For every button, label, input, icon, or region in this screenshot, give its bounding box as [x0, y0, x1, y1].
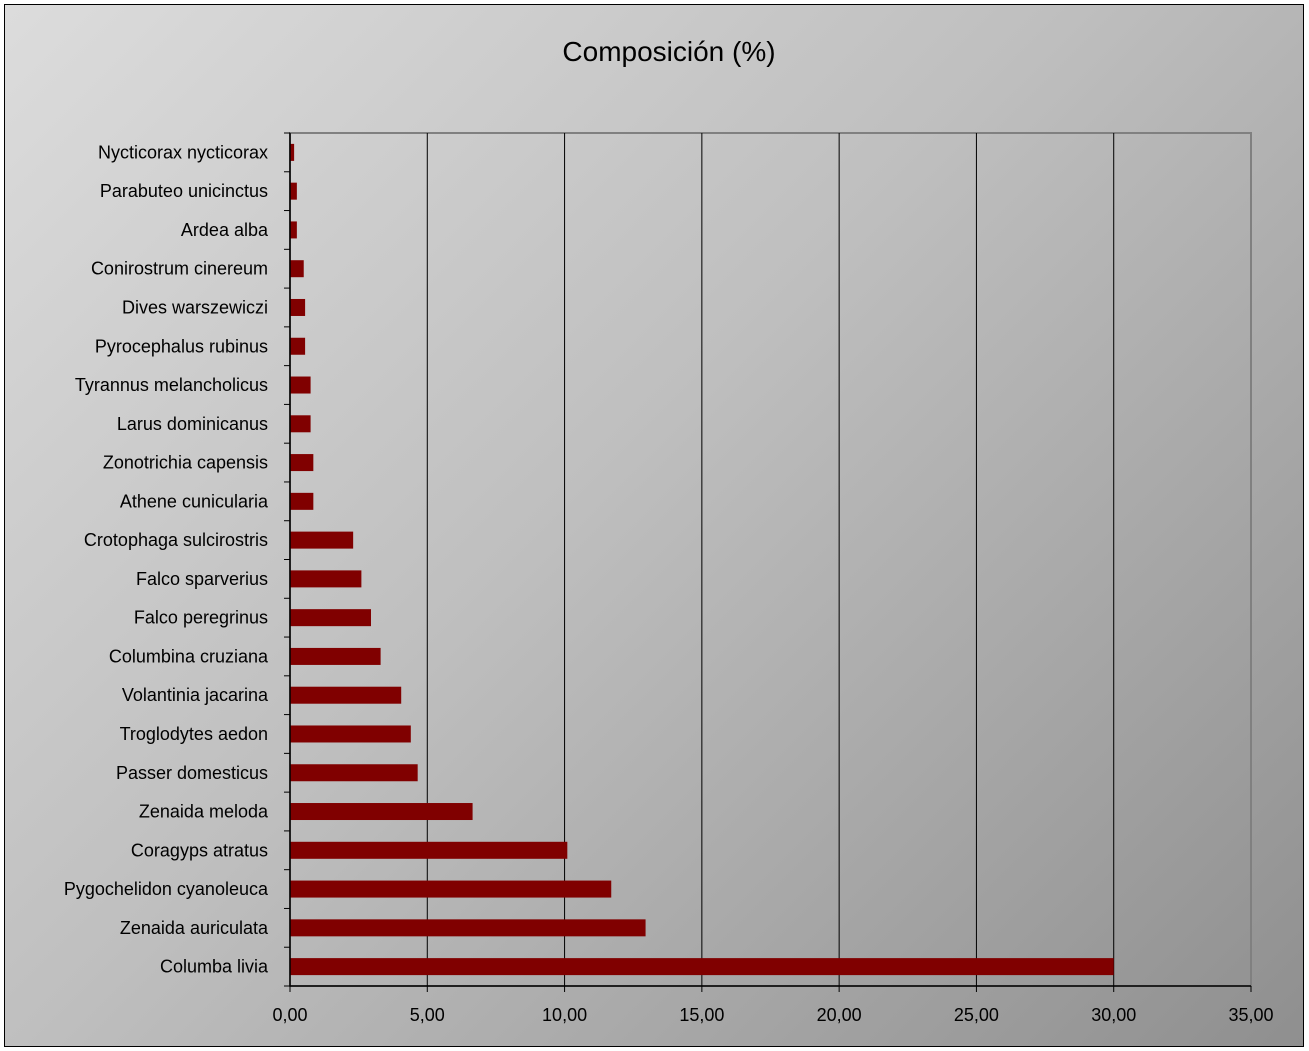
category-label: Columbina cruziana — [109, 646, 269, 666]
x-tick-labels: 0,00 5,00 10,00 15,00 20,00 25,00 30,00 35,00 — [272, 1005, 1273, 1025]
chart-title: Composición (%) — [562, 36, 775, 67]
category-label: Falco sparverius — [136, 569, 268, 589]
bar — [290, 337, 306, 355]
bar — [290, 143, 295, 161]
category-label: Columba livia — [160, 957, 269, 977]
category-label: Parabuteo unicinctus — [100, 181, 268, 201]
x-tick-label: 5,00 — [410, 1005, 445, 1025]
x-tick-label: 15,00 — [679, 1005, 724, 1025]
bar — [290, 725, 411, 743]
category-label: Nycticorax nycticorax — [98, 142, 268, 162]
axes — [284, 132, 1252, 992]
bar — [290, 570, 362, 588]
bar — [290, 454, 314, 472]
bar — [290, 376, 311, 394]
x-tick-label: 20,00 — [817, 1005, 862, 1025]
category-label: Zenaida auriculata — [120, 918, 269, 938]
category-labels: Columba livia Zenaida auriculata Pygocheli… — [64, 142, 269, 976]
x-tick-label: 0,00 — [272, 1005, 307, 1025]
bar — [290, 531, 354, 549]
category-label: Zenaida meloda — [139, 802, 269, 822]
category-label: Ardea alba — [181, 220, 269, 240]
category-label: Troglodytes aedon — [120, 724, 268, 744]
bars — [290, 143, 1114, 976]
category-label: Falco peregrinus — [134, 608, 268, 628]
category-label: Volantinia jacarina — [122, 685, 269, 705]
bar — [290, 298, 306, 316]
bar — [290, 260, 304, 278]
x-tick-label: 30,00 — [1091, 1005, 1136, 1025]
x-tick-label: 35,00 — [1228, 1005, 1273, 1025]
category-label: Crotophaga sulcirostris — [84, 530, 268, 550]
category-label: Pyrocephalus rubinus — [95, 336, 268, 356]
category-label: Passer domesticus — [116, 763, 268, 783]
category-label: Dives warszewiczi — [122, 297, 268, 317]
bar — [290, 415, 311, 433]
bar — [290, 221, 297, 239]
category-label: Zonotrichia capensis — [103, 453, 268, 473]
bar — [290, 880, 612, 898]
category-label: Coragyps atratus — [131, 840, 268, 860]
bar — [290, 841, 568, 859]
bar — [290, 958, 1114, 976]
bar — [290, 647, 381, 665]
category-label: Pygochelidon cyanoleuca — [64, 879, 269, 899]
bar-chart: Composición (%) Columba livia Zenaida aur… — [64, 36, 1274, 1025]
bar — [290, 686, 402, 704]
bar — [290, 764, 418, 782]
bar — [290, 803, 473, 821]
bar — [290, 609, 371, 627]
x-tick-label: 25,00 — [954, 1005, 999, 1025]
bar — [290, 919, 646, 937]
category-label: Larus dominicanus — [117, 414, 268, 434]
bar — [290, 492, 314, 510]
category-label: Conirostrum cinereum — [91, 259, 268, 279]
category-label: Tyrannus melancholicus — [75, 375, 268, 395]
chart-area: Composición (%) Columba livia Zenaida aur… — [4, 4, 1304, 1047]
category-label: Athene cunicularia — [120, 491, 269, 511]
bar — [290, 182, 297, 200]
x-tick-label: 10,00 — [542, 1005, 587, 1025]
